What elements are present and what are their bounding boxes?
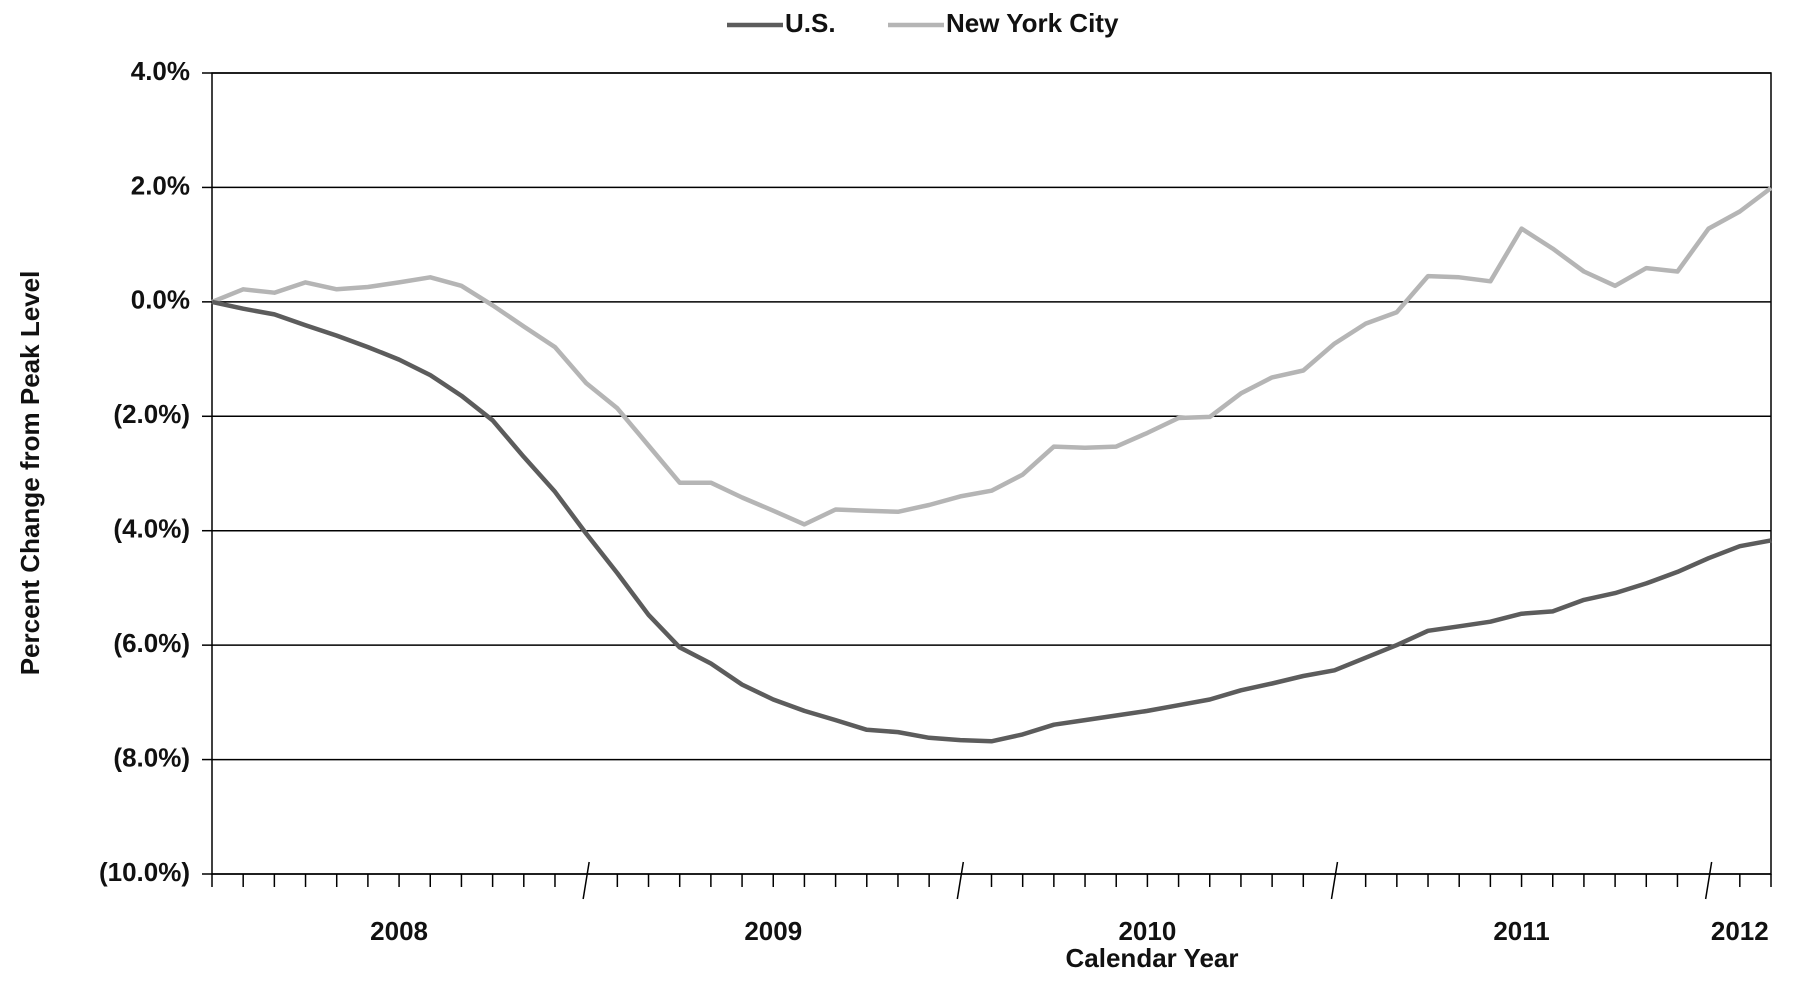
legend-label: New York City	[946, 8, 1119, 38]
y-tick-label: (8.0%)	[113, 742, 190, 772]
x-axis-label: Calendar Year	[1066, 943, 1239, 973]
y-axis-label: Percent Change from Peak Level	[15, 271, 45, 676]
x-major-tick	[1330, 861, 1339, 900]
x-tick-label: 2008	[370, 916, 428, 946]
x-tick-label: 2009	[744, 916, 802, 946]
x-major-tick	[956, 861, 965, 900]
plot-frame	[211, 72, 1772, 875]
y-tick-label: (10.0%)	[99, 857, 190, 887]
legend-label: U.S.	[785, 8, 836, 38]
x-major-tick	[582, 861, 590, 900]
x-tick-label: 2011	[1493, 916, 1549, 946]
y-tick-label: (2.0%)	[113, 399, 190, 429]
x-major-tick	[1704, 861, 1713, 900]
series-line	[211, 299, 1772, 744]
y-tick-label: (4.0%)	[113, 514, 190, 544]
y-tick-label: 2.0%	[131, 170, 190, 200]
y-tick-label: (6.0%)	[113, 628, 190, 658]
y-tick-label: 4.0%	[131, 56, 190, 86]
series-line	[211, 186, 1773, 527]
y-tick-label: 0.0%	[131, 285, 190, 315]
x-tick-label: 2012	[1711, 916, 1769, 946]
x-tick-label: 2010	[1118, 916, 1176, 946]
